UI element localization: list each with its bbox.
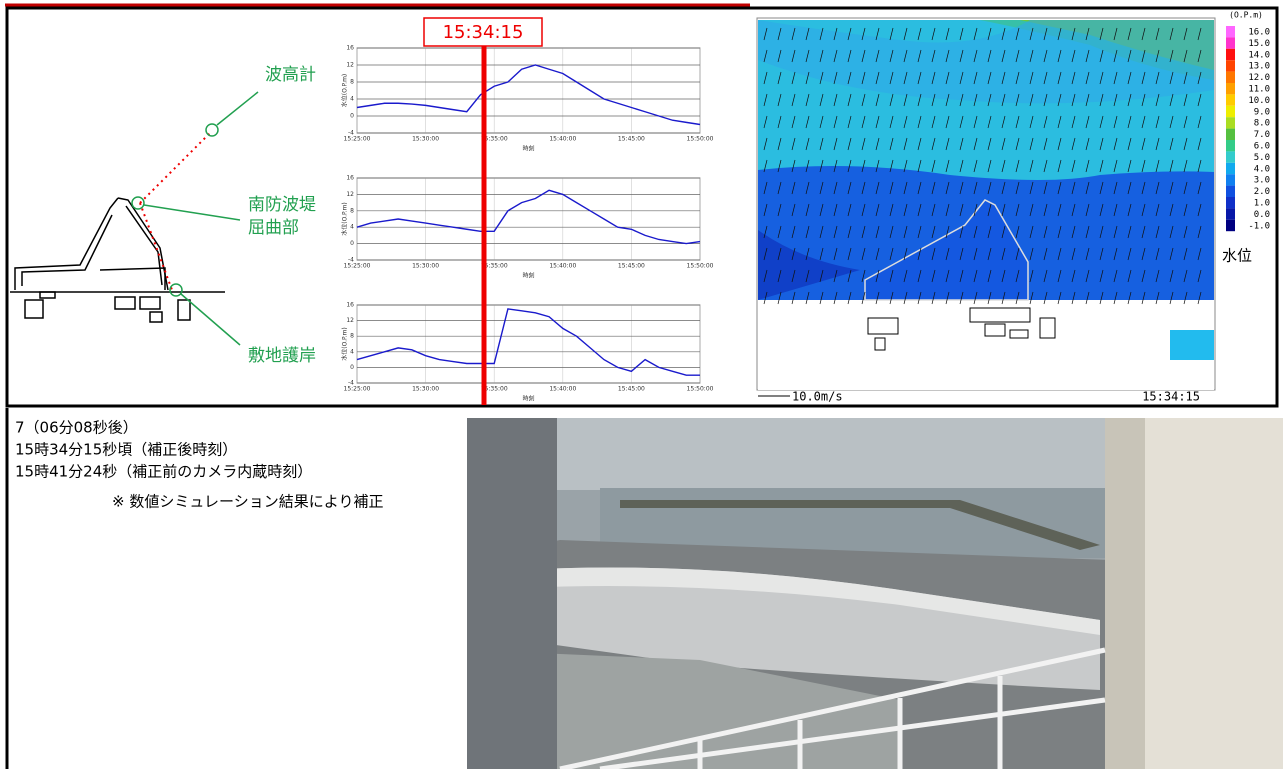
y-axis-label: 水位(O.P.m) [341,74,349,108]
x-tick-label: 15:25:00 [344,136,371,143]
scale-swatch [1226,129,1235,140]
scale-swatch [1226,106,1235,117]
scale-label: 4.0 [1254,164,1270,174]
scale-swatch [1226,186,1235,197]
scale-swatch [1226,83,1235,94]
y-tick-label: 0 [350,364,354,371]
location-label: 屈曲部 [248,218,299,238]
time-label: 15:34:15 [443,22,524,43]
y-tick-label: 16 [346,45,354,52]
x-tick-label: 15:30:00 [412,136,439,143]
y-tick-label: 12 [346,317,354,324]
scale-label: 12.0 [1248,73,1270,83]
y-tick-label: 4 [350,348,354,355]
location-label: 敷地護岸 [248,346,316,366]
scale-label: 13.0 [1248,62,1270,72]
x-tick-label: 15:50:00 [687,386,714,393]
x-tick-label: 15:30:00 [412,263,439,270]
scale-swatch [1226,117,1235,128]
scale-label: -1.0 [1248,221,1270,231]
scale-swatch [1226,140,1235,151]
sim-time: 15:34:15 [1142,390,1200,404]
scale-swatch [1226,220,1235,231]
scale-label: 10.0 [1248,96,1270,106]
caption-line: 15時34分15秒頃（補正後時刻） [15,441,237,459]
scale-swatch [1226,197,1235,208]
scale-swatch [1226,174,1235,185]
y-tick-label: 16 [346,302,354,309]
scale-label: 3.0 [1254,176,1270,186]
y-axis-label: 水位(O.P.m) [341,202,349,236]
scale-title: 水位 [1222,247,1252,265]
x-tick-label: 15:50:00 [687,263,714,270]
x-tick-label: 15:30:00 [412,386,439,393]
scale-label: 15.0 [1248,39,1270,49]
x-axis-label: 時刻 [522,395,534,403]
scale-label: 1.0 [1254,199,1270,209]
y-tick-label: 8 [350,333,354,340]
location-label: 南防波堤 [248,195,316,215]
camera-photo [467,418,1283,769]
scale-label: 0.0 [1254,210,1270,220]
scale-swatch [1226,60,1235,71]
caption-line: ※ 数値シミュレーション結果により補正 [112,493,383,511]
land [758,300,1214,390]
y-tick-label: -4 [348,130,354,137]
scale-label: 7.0 [1254,130,1270,140]
x-tick-label: 15:40:00 [549,386,576,393]
y-tick-label: 8 [350,79,354,86]
x-tick-label: 15:45:00 [618,136,645,143]
x-tick-label: 15:45:00 [618,386,645,393]
x-tick-label: 15:25:00 [344,386,371,393]
scale-label: 14.0 [1248,50,1270,60]
scale-label: 2.0 [1254,187,1270,197]
inlet [1170,330,1214,360]
scale-swatch [1226,94,1235,105]
x-tick-label: 15:50:00 [687,136,714,143]
y-tick-label: 0 [350,113,354,120]
charts: 15:25:0015:30:0015:35:0015:40:0015:45:00… [341,45,714,403]
scale-swatch [1226,26,1235,37]
scale-swatch [1226,37,1235,48]
scale-label: 6.0 [1254,142,1270,152]
y-tick-label: 4 [350,224,354,231]
x-axis-label: 時刻 [522,145,534,153]
gauge-markers [132,92,258,345]
x-tick-label: 15:40:00 [549,263,576,270]
scale-swatch [1226,163,1235,174]
y-tick-label: 8 [350,207,354,214]
x-tick-label: 15:40:00 [549,136,576,143]
plot-area [357,305,700,383]
x-tick-label: 15:45:00 [618,263,645,270]
x-tick-label: 15:25:00 [344,263,371,270]
y-tick-label: -4 [348,257,354,264]
scale-swatch [1226,208,1235,219]
y-tick-label: 0 [350,240,354,247]
caption-line: 15時41分24秒（補正前のカメラ内蔵時刻） [15,463,312,481]
scale-swatch [1226,151,1235,162]
vector-label: 10.0m/s [792,390,843,404]
scale-unit: (O.P.m) [1229,11,1263,20]
plot-area [357,48,700,133]
caption-line: 7（06分08秒後） [15,419,138,437]
y-tick-label: 4 [350,96,354,103]
y-axis-label: 水位(O.P.m) [341,327,349,361]
scale-label: 11.0 [1248,85,1270,95]
location-label: 波高計 [265,65,316,85]
scale-swatch [1226,49,1235,60]
scale-swatch [1226,72,1235,83]
y-tick-label: -4 [348,380,354,387]
scale-label: 9.0 [1254,107,1270,117]
y-tick-label: 12 [346,62,354,69]
scale-label: 16.0 [1248,28,1270,38]
plot-area [357,178,700,260]
page: { "header_time": "15:34:15", "locations"… [0,0,1283,769]
x-axis-label: 時刻 [522,272,534,280]
y-tick-label: 12 [346,191,354,198]
y-tick-label: 16 [346,175,354,182]
slide: 波高計 南防波堤 屈曲部 敷地護岸 15:25:0015:30:0015:35:… [0,0,1283,769]
simulation-map: 10.0m/s 15:34:15 [757,18,1215,404]
scale-label: 5.0 [1254,153,1270,163]
scale-label: 8.0 [1254,119,1270,129]
